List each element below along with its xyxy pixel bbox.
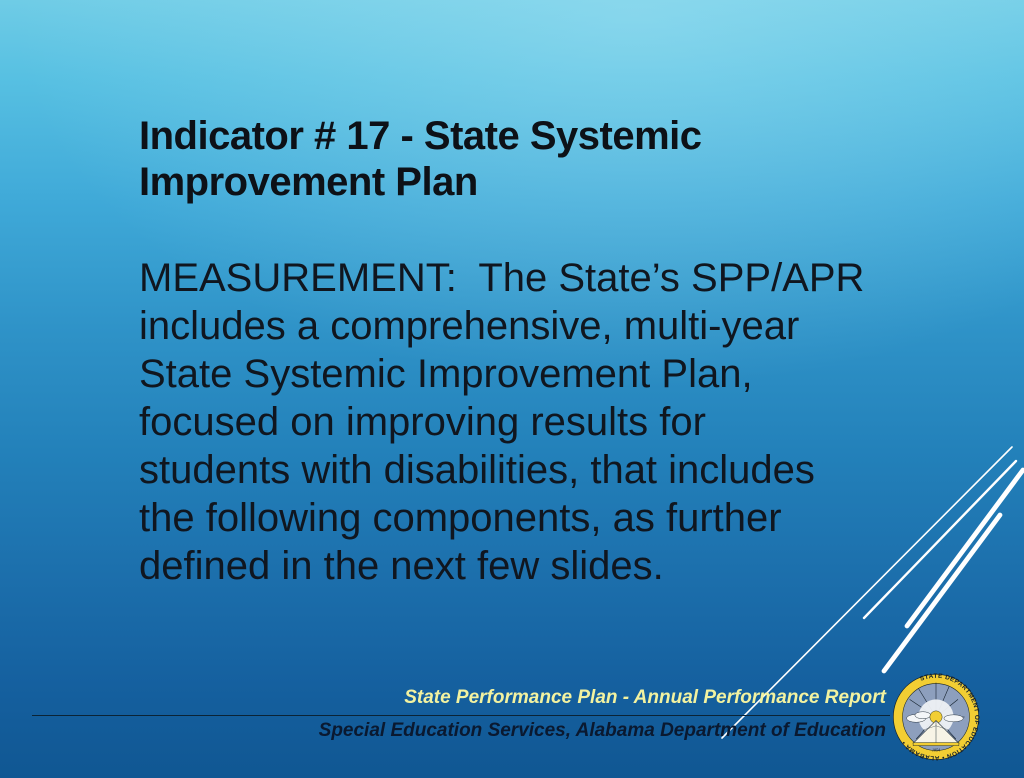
svg-text:1854: 1854: [932, 747, 940, 752]
